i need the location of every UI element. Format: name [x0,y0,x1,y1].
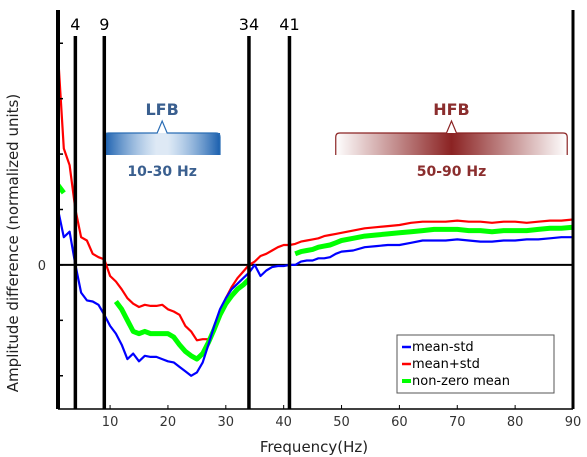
series-lines [55,54,574,377]
x-axis-title: Frequency(Hz) [260,438,368,456]
band-range-lfb: 10-30 Hz [127,164,197,180]
y-tick-label-0: 0 [38,259,46,274]
marker-label-9: 9 [99,15,109,34]
x-tick-label-40: 40 [275,415,292,430]
marker-label-4: 4 [70,15,80,34]
x-tick-label-30: 30 [218,415,235,430]
marker-label-41: 41 [279,15,299,34]
series-line-non-zero-mean [55,183,574,362]
band-fill-lfb [104,133,221,155]
x-tick-label-90: 90 [565,415,582,430]
legend: mean-std mean+std non-zero mean [396,334,555,394]
band-name-hfb: HFB [433,100,470,119]
legend-label-mean-std: mean-std [412,340,474,355]
vertical-markers: 4 9 34 41 [70,15,300,409]
legend-label-mean-std: mean+std [412,357,480,372]
x-tick-label-80: 80 [507,415,524,430]
legend-label-non-zero-mean: non-zero mean [412,374,510,389]
legend-box [396,334,555,394]
band-range-hfb: 50-90 Hz [417,164,487,180]
x-tick-label-70: 70 [449,415,466,430]
series-line-mean-std [56,54,574,342]
band-lfb: LFB 10-30 Hz [103,100,221,180]
x-tick-label-60: 60 [391,415,408,430]
band-fill-hfb [335,133,568,155]
band-name-lfb: LFB [145,100,178,119]
band-hfb: HFB 50-90 Hz [335,100,568,180]
frequency-bands: LFB 10-30 Hz HFB 50-90 Hz [103,100,568,180]
x-tick-label-50: 50 [333,415,350,430]
x-tick-label-10: 10 [102,415,119,430]
marker-label-34: 34 [239,15,259,34]
axes [56,10,575,410]
series-line-mean-std [56,209,573,377]
band-bracket-hfb [335,119,568,155]
axis-labels: 10 20 30 40 50 60 70 80 90 0 [38,259,582,430]
y-axis-title: Amplitude difference (normalized units) [4,94,22,392]
x-tick-label-20: 20 [160,415,177,430]
